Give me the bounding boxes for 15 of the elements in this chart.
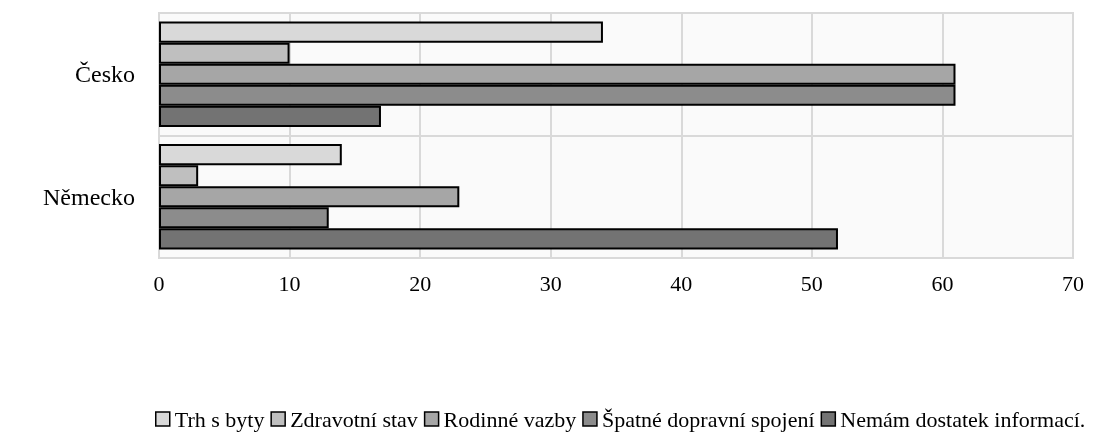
y-tick-label: Německo xyxy=(43,183,135,210)
x-tick-label: 50 xyxy=(800,270,823,296)
legend-label: Trh s byty xyxy=(174,406,265,432)
x-tick-label: 60 xyxy=(931,270,954,296)
legend-label: Nemám dostatek informací. xyxy=(840,406,1086,432)
legend-label: Zdravotní stav xyxy=(290,406,418,432)
legend-label: Špatné dopravní spojení xyxy=(601,406,815,432)
x-tick-label: 30 xyxy=(539,270,562,296)
legend-label: Rodinné vazby xyxy=(443,406,577,432)
x-tick-label: 70 xyxy=(1062,270,1084,296)
x-tick-label: 0 xyxy=(153,270,165,296)
y-tick-label: Česko xyxy=(75,61,135,88)
x-tick-label: 20 xyxy=(409,270,432,296)
x-tick-label: 40 xyxy=(670,270,693,296)
x-tick-label: 10 xyxy=(278,270,301,296)
